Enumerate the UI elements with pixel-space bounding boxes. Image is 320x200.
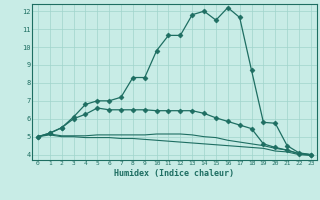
X-axis label: Humidex (Indice chaleur): Humidex (Indice chaleur) (115, 169, 234, 178)
